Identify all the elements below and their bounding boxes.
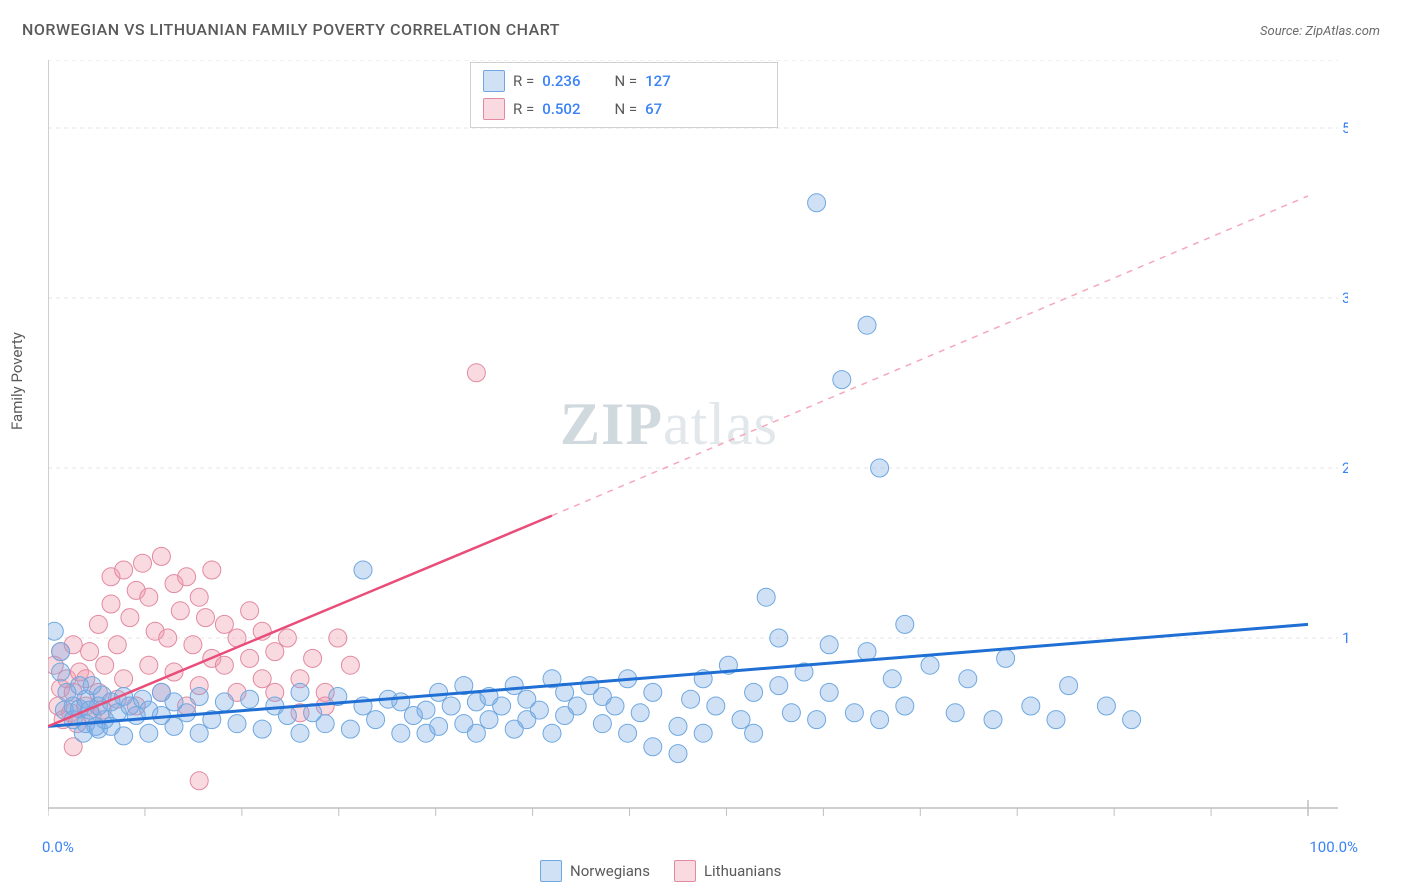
correlation-legend: R = 0.236 N = 127 R = 0.502 N = 67: [470, 62, 778, 128]
r-label: R =: [513, 72, 534, 90]
r-value: 0.236: [542, 72, 580, 90]
n-label: N =: [614, 72, 637, 90]
y-axis-label: Family Poverty: [8, 332, 26, 430]
legend-swatch-lithuanians: [674, 860, 696, 882]
svg-text:37.5%: 37.5%: [1342, 289, 1348, 307]
chart-plot-area: 12.5% 25.0% 37.5% 50.0%: [48, 60, 1348, 820]
source-attribution: Source: ZipAtlas.com: [1260, 24, 1380, 39]
svg-text:12.5%: 12.5%: [1342, 629, 1348, 647]
legend-row-norwegians: R = 0.236 N = 127: [471, 67, 777, 95]
legend-item-norwegians: Norwegians: [540, 860, 650, 882]
legend-row-lithuanians: R = 0.502 N = 67: [471, 95, 777, 123]
legend-label: Lithuanians: [704, 862, 781, 880]
legend-label: Norwegians: [570, 862, 650, 880]
legend-item-lithuanians: Lithuanians: [674, 860, 781, 882]
x-axis-min-label: 0.0%: [42, 838, 74, 856]
legend-swatch-norwegians: [483, 70, 505, 92]
legend-swatch-lithuanians: [483, 98, 505, 120]
r-label: R =: [513, 100, 534, 118]
legend-swatch-norwegians: [540, 860, 562, 882]
r-value: 0.502: [542, 100, 580, 118]
n-value: 127: [645, 72, 671, 90]
x-axis-max-label: 100.0%: [1309, 838, 1358, 856]
svg-text:25.0%: 25.0%: [1342, 459, 1348, 477]
chart-title: NORWEGIAN VS LITHUANIAN FAMILY POVERTY C…: [22, 20, 560, 39]
n-label: N =: [614, 100, 637, 118]
n-value: 67: [645, 100, 662, 118]
scatter-chart-svg: 12.5% 25.0% 37.5% 50.0%: [48, 60, 1348, 820]
series-legend: Norwegians Lithuanians: [540, 860, 781, 882]
svg-text:50.0%: 50.0%: [1342, 119, 1348, 137]
